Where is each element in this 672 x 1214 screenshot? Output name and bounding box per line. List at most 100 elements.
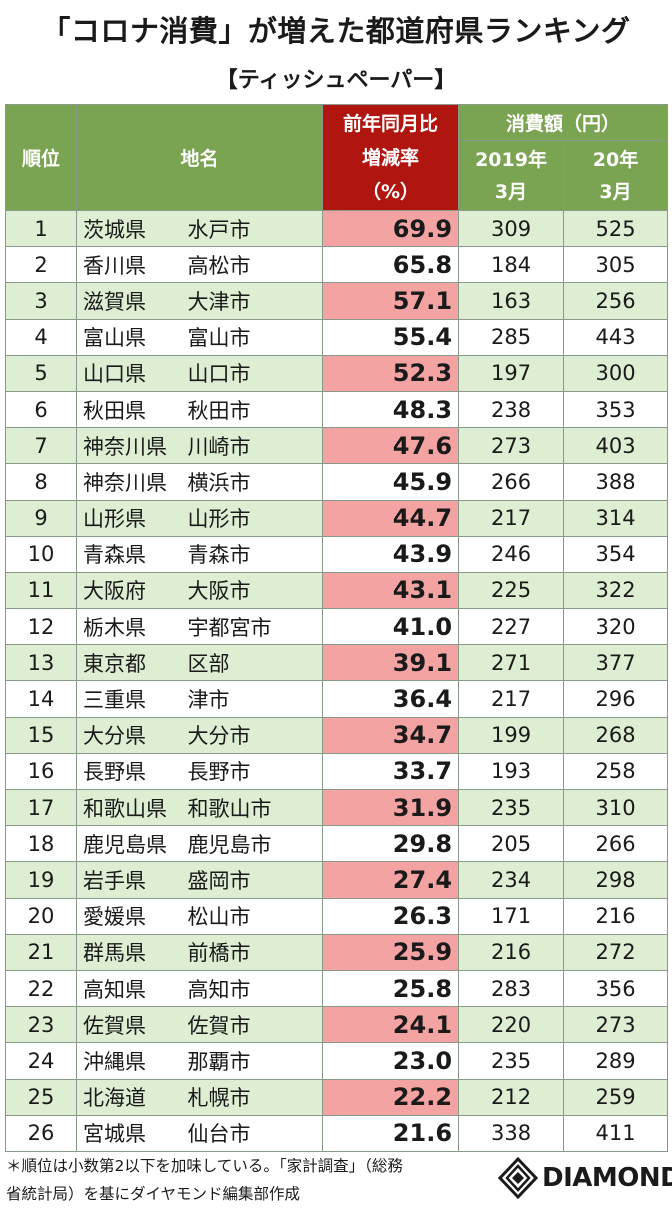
pct-change-cell: 65.8 xyxy=(322,246,460,284)
spend-2019-cell: 225 xyxy=(458,571,565,610)
rank-cell: 9 xyxy=(5,499,77,537)
rank-cell: 15 xyxy=(5,716,77,754)
city-cell: 青森市 xyxy=(183,535,324,573)
spend-2020-cell: 411 xyxy=(563,1114,669,1152)
table-row: 4 富山県 富山市 55.4 285 443 xyxy=(5,318,669,356)
pct-change-cell: 44.7 xyxy=(322,499,460,537)
pct-change-cell: 29.8 xyxy=(322,825,460,863)
spend-2020-cell: 298 xyxy=(563,861,669,899)
spend-2019-cell: 197 xyxy=(458,354,565,392)
footnote: ＊順位は小数第2以下を加味している。「家計調査」（総務 省統計局）を基にダイヤモ… xyxy=(6,1152,486,1208)
spend-2019-cell: 220 xyxy=(458,1006,565,1044)
rank-cell: 17 xyxy=(5,788,77,827)
table-row: 10 青森県 青森市 43.9 246 354 xyxy=(5,535,669,573)
spend-2019-cell: 238 xyxy=(458,390,565,429)
city-cell: 長野市 xyxy=(183,752,324,791)
city-cell: 山口市 xyxy=(183,354,324,392)
spend-2019-cell: 217 xyxy=(458,680,565,718)
prefecture-cell: 山口県 xyxy=(76,354,184,392)
prefecture-cell: 佐賀県 xyxy=(76,1006,184,1044)
table-row: 8 神奈川県 横浜市 45.9 266 388 xyxy=(5,463,669,501)
spend-2020-cell: 300 xyxy=(563,354,669,392)
spend-2020-cell: 354 xyxy=(563,535,669,573)
spend-2020-cell: 268 xyxy=(563,716,669,754)
prefecture-cell: 神奈川県 xyxy=(76,427,184,465)
spend-2020-cell: 289 xyxy=(563,1042,669,1080)
rank-cell: 12 xyxy=(5,608,77,646)
prefecture-cell: 香川県 xyxy=(76,246,184,284)
spend-2020-cell: 322 xyxy=(563,571,669,610)
pct-change-cell: 57.1 xyxy=(322,282,460,320)
table-row: 6 秋田県 秋田市 48.3 238 353 xyxy=(5,390,669,429)
spend-2019-cell: 235 xyxy=(458,1042,565,1080)
rank-cell: 22 xyxy=(5,969,77,1008)
rank-header: 順位 xyxy=(5,104,77,211)
city-cell: 大阪市 xyxy=(183,571,324,610)
spend-2020-cell: 259 xyxy=(563,1078,669,1116)
pct-change-cell: 22.2 xyxy=(322,1078,460,1116)
table-row: 9 山形県 山形市 44.7 217 314 xyxy=(5,499,669,537)
page-subtitle: 【ティッシュペーパー】 xyxy=(215,68,457,93)
rank-cell: 2 xyxy=(5,246,77,284)
rank-cell: 20 xyxy=(5,897,77,935)
rank-cell: 21 xyxy=(5,933,77,971)
rank-cell: 3 xyxy=(5,282,77,320)
spend-2019-cell: 217 xyxy=(458,499,565,537)
prefecture-cell: 青森県 xyxy=(76,535,184,573)
y2020-header-line1: 20年 xyxy=(592,148,639,171)
spend-2019-cell: 193 xyxy=(458,752,565,791)
spend-2020-cell: 272 xyxy=(563,933,669,971)
spend-2020-cell: 320 xyxy=(563,608,669,646)
prefecture-cell: 富山県 xyxy=(76,318,184,356)
place-header: 地名 xyxy=(75,104,324,211)
spend-2020-cell: 314 xyxy=(563,499,669,537)
spend-2020-cell: 310 xyxy=(563,788,669,827)
spend-2019-cell: 271 xyxy=(458,644,565,682)
city-cell: 札幌市 xyxy=(183,1078,324,1116)
city-cell: 高知市 xyxy=(183,969,324,1008)
city-cell: 和歌山市 xyxy=(183,788,324,827)
table-row: 20 愛媛県 松山市 26.3 171 216 xyxy=(5,897,669,935)
pct-change-cell: 33.7 xyxy=(322,752,460,791)
pct-change-cell: 24.1 xyxy=(322,1006,460,1044)
spend-2019-cell: 234 xyxy=(458,861,565,899)
rank-cell: 6 xyxy=(5,390,77,429)
spend-2020-cell: 305 xyxy=(563,246,669,284)
y2019-header: 2019年 3月 xyxy=(458,140,565,211)
diamond-logo: DIAMOND xyxy=(497,1156,672,1200)
pct-change-cell: 47.6 xyxy=(322,427,460,465)
pct-header-line3: （%） xyxy=(361,180,420,203)
logo-text: DIAMOND xyxy=(542,1163,672,1193)
y2019-header-line2: 3月 xyxy=(494,180,528,203)
city-cell: 松山市 xyxy=(183,897,324,935)
diamond-mark-icon xyxy=(497,1156,539,1200)
rank-cell: 26 xyxy=(5,1114,77,1152)
prefecture-cell: 東京都 xyxy=(76,644,184,682)
spend-2020-cell: 266 xyxy=(563,825,669,863)
spend-2020-cell: 525 xyxy=(563,209,669,248)
spend-header: 消費額（円） xyxy=(458,104,669,141)
pct-change-cell: 52.3 xyxy=(322,354,460,392)
pct-change-cell: 31.9 xyxy=(322,788,460,827)
rank-cell: 4 xyxy=(5,318,77,356)
rank-cell: 14 xyxy=(5,680,77,718)
table-row: 16 長野県 長野市 33.7 193 258 xyxy=(5,752,669,791)
pct-change-cell: 43.1 xyxy=(322,571,460,610)
y2020-header-line2: 3月 xyxy=(599,180,632,203)
footnote-line2: 省統計局）を基にダイヤモンド編集部作成 xyxy=(6,1185,301,1203)
table-row: 23 佐賀県 佐賀市 24.1 220 273 xyxy=(5,1006,669,1044)
pct-header-line2: 増減率 xyxy=(362,146,420,169)
prefecture-cell: 神奈川県 xyxy=(76,463,184,501)
city-cell: 高松市 xyxy=(183,246,324,284)
spend-2020-cell: 296 xyxy=(563,680,669,718)
spend-2019-cell: 246 xyxy=(458,535,565,573)
spend-2019-cell: 216 xyxy=(458,933,565,971)
table-row: 26 宮城県 仙台市 21.6 338 411 xyxy=(5,1114,669,1152)
prefecture-cell: 長野県 xyxy=(76,752,184,791)
table-row: 19 岩手県 盛岡市 27.4 234 298 xyxy=(5,861,669,899)
spend-2020-cell: 353 xyxy=(563,390,669,429)
rank-cell: 13 xyxy=(5,644,77,682)
pct-change-cell: 27.4 xyxy=(322,861,460,899)
footnote-line1: ＊順位は小数第2以下を加味している。「家計調査」（総務 xyxy=(6,1157,403,1175)
ranking-table: 順位 地名 前年同月比 増減率 （%） 消費額（円） 2019年 3月 20年 … xyxy=(5,104,669,1152)
